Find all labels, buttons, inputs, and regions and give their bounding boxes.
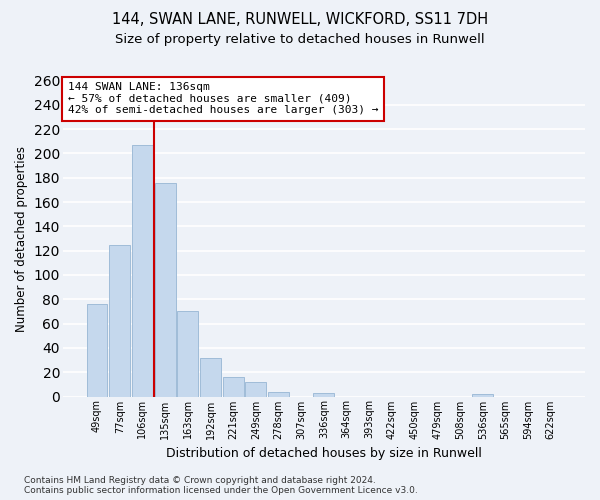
Text: Contains HM Land Registry data © Crown copyright and database right 2024.
Contai: Contains HM Land Registry data © Crown c… — [24, 476, 418, 495]
Text: 144 SWAN LANE: 136sqm
← 57% of detached houses are smaller (409)
42% of semi-det: 144 SWAN LANE: 136sqm ← 57% of detached … — [68, 82, 379, 116]
Y-axis label: Number of detached properties: Number of detached properties — [15, 146, 28, 332]
Bar — [313, 393, 334, 396]
Bar — [268, 392, 289, 396]
Bar — [200, 358, 221, 397]
Text: Size of property relative to detached houses in Runwell: Size of property relative to detached ho… — [115, 32, 485, 46]
Bar — [223, 377, 244, 396]
Bar — [132, 145, 153, 397]
Bar — [472, 394, 493, 396]
Bar — [155, 182, 176, 396]
Text: 144, SWAN LANE, RUNWELL, WICKFORD, SS11 7DH: 144, SWAN LANE, RUNWELL, WICKFORD, SS11 … — [112, 12, 488, 28]
Bar — [86, 304, 107, 396]
Bar — [178, 312, 198, 396]
Bar — [109, 244, 130, 396]
X-axis label: Distribution of detached houses by size in Runwell: Distribution of detached houses by size … — [166, 447, 482, 460]
Bar — [245, 382, 266, 396]
